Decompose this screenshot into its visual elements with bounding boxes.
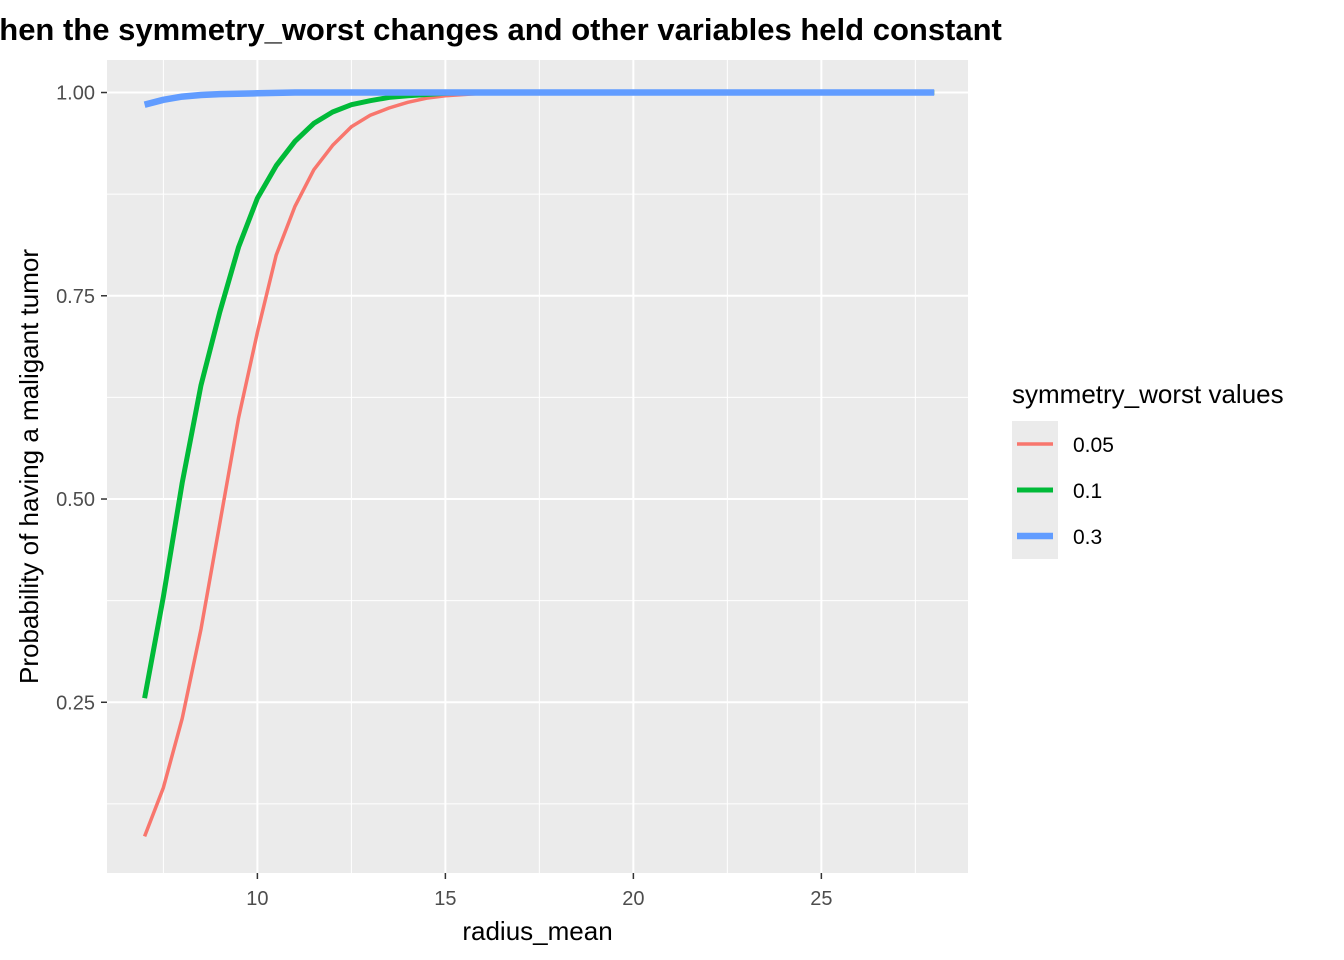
y-tick-label: 1.00 [56, 83, 95, 105]
series-line-0.3 [143, 89, 935, 108]
y-axis-label: Probability of having a maligant tumor [14, 249, 44, 684]
x-tick-label: 25 [810, 888, 832, 910]
legend-item-0.3: 0.3 [1017, 526, 1102, 549]
x-tick-label: 20 [622, 888, 644, 910]
legend-item-label: 0.3 [1073, 526, 1102, 549]
y-tick-label: 0.50 [56, 489, 95, 511]
legend-title: symmetry_worst values [1012, 379, 1284, 409]
x-axis-label: radius_mean [462, 916, 612, 946]
chart-title: When the symmetry_worst changes and othe… [0, 12, 1002, 47]
y-axis: 0.25 0.50 0.75 1.00 [56, 83, 107, 714]
y-tick-label: 0.25 [56, 692, 95, 714]
legend-item-label: 0.1 [1073, 480, 1102, 503]
legend: symmetry_worst values 0.05 0.1 0.3 [1012, 379, 1284, 559]
x-tick-label: 10 [246, 888, 268, 910]
x-axis: 10 15 20 25 [246, 873, 832, 910]
legend-item-0.1: 0.1 [1017, 480, 1102, 503]
y-tick-label: 0.75 [56, 286, 95, 308]
legend-item-0.05: 0.05 [1017, 434, 1114, 457]
legend-item-label: 0.05 [1073, 434, 1114, 457]
x-tick-label: 15 [434, 888, 456, 910]
series-lines [142, 89, 935, 838]
plot-panel [107, 60, 968, 873]
minor-gridlines [107, 60, 968, 873]
legend-items: 0.05 0.1 0.3 [1017, 434, 1114, 549]
